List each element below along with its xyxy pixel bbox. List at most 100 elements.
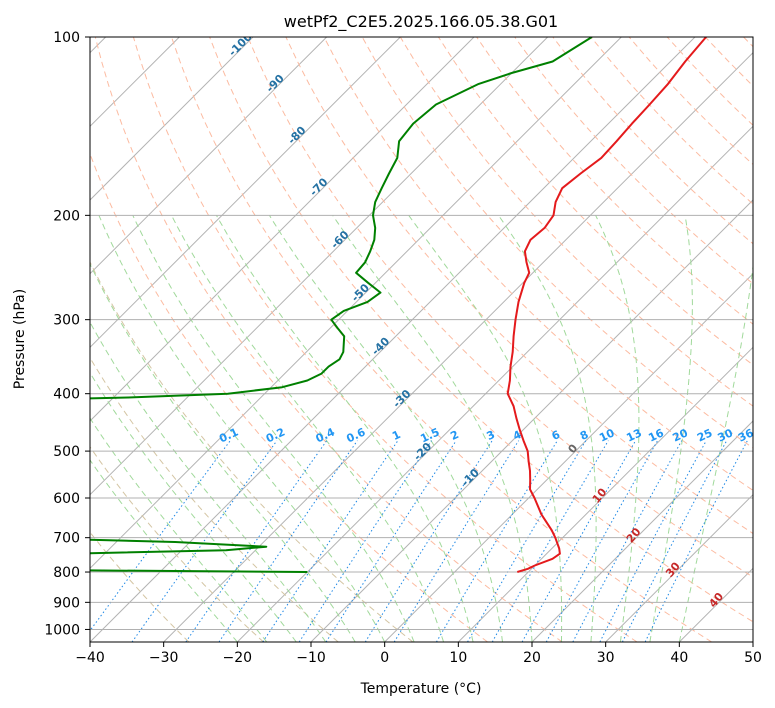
mixing-ratio-label: 30 [716, 426, 736, 444]
isotherm-line [90, 37, 696, 642]
dry-adiabat-line [437, 37, 753, 366]
y-tick-label: 700 [53, 531, 80, 547]
y-tick-label: 800 [53, 565, 80, 581]
dry-adiabat-line [704, 37, 753, 87]
mixing-ratio-label: 25 [695, 426, 714, 444]
isotherm-line [678, 567, 753, 642]
x-tick-label: 40 [670, 650, 688, 666]
isotherm-line [531, 420, 753, 642]
y-tick-label: 600 [53, 491, 80, 507]
mixing-ratio-line [545, 440, 659, 642]
isotherm-line [90, 37, 401, 349]
dry-adiabat-line [285, 37, 753, 535]
x-tick-label: −10 [296, 650, 326, 666]
isotherm-label: -10 [459, 466, 482, 489]
isotherm-label: -60 [328, 228, 351, 251]
dry-adiabat-lines [90, 37, 753, 642]
mixing-ratio-label: 3 [485, 428, 497, 443]
mixing-ratio-line [644, 440, 748, 642]
isotherm-lines [90, 37, 753, 642]
dry-adiabat-line [552, 37, 753, 245]
isotherm-line [605, 493, 753, 642]
isotherm-label: -40 [369, 334, 392, 357]
moist-adiabat-line [90, 371, 297, 642]
mixing-ratio-line [90, 440, 231, 632]
y-axis-label: Pressure (hPa) [12, 289, 28, 389]
x-tick-label: 50 [744, 650, 762, 666]
mixing-ratio-label: 6 [550, 428, 563, 443]
x-tick-label: 0 [380, 650, 389, 666]
mixing-ratio-label: 13 [624, 426, 643, 444]
y-tick-label: 200 [53, 208, 80, 224]
dewpoint-profile-line [90, 37, 593, 400]
moist-adiabat-label: 20 [624, 525, 644, 545]
y-tick-label: 500 [53, 444, 80, 460]
moist-adiabat-line [90, 417, 268, 642]
mixing-ratio-label: 8 [578, 428, 590, 443]
y-tick-label: 300 [53, 313, 80, 329]
dewpoint-profile-line [90, 569, 308, 573]
y-tick-label: 100 [53, 30, 80, 46]
mixing-ratio-line [467, 440, 587, 642]
plot-area: -100-90-80-70-60-50-40-30-20-100.1 0.2 0.4… [90, 30, 756, 642]
plot-frame [89, 36, 754, 643]
isotherm-line [384, 272, 753, 642]
moist-adiabat-line [408, 215, 563, 642]
x-tick-label: 20 [523, 650, 541, 666]
dry-adiabat-line [90, 152, 488, 642]
mixing-ratio-line [262, 440, 399, 642]
mixing-ratio-label: 36 [736, 426, 756, 444]
moist-adiabat-line [132, 215, 415, 642]
mixing-ratio-line [572, 440, 683, 642]
pressure-grid [90, 37, 753, 630]
moist-adiabat-label: 30 [663, 559, 683, 579]
dry-adiabat-line [94, 37, 563, 642]
dry-adiabat-line [743, 37, 753, 48]
moist-adiabat-line [268, 215, 503, 642]
dry-adiabat-line [476, 37, 753, 325]
moist-adiabat-line [678, 263, 753, 642]
isotherm-line [90, 37, 549, 496]
y-tick-label: 900 [53, 595, 80, 611]
moist-adiabat-line [595, 215, 640, 642]
dry-adiabat-line [666, 37, 753, 126]
mixing-ratio-label: 0.2 [264, 425, 287, 445]
moist-adiabat-line [215, 215, 474, 642]
moist-adiabat-label: 10 [590, 485, 610, 505]
x-tick-label: −40 [75, 650, 105, 666]
moist-adiabat-line [90, 459, 238, 642]
mixing-ratio-line [393, 440, 520, 642]
mixing-ratio-line [491, 440, 609, 642]
mixing-ratio-label: 10 [597, 426, 617, 444]
x-axis-label: Temperature (°C) [360, 681, 482, 697]
moist-adiabat-line [332, 215, 533, 642]
x-tick-label: −20 [223, 650, 253, 666]
chart-title: wetPf2_C2E5.2025.166.05.38.G01 [284, 12, 558, 32]
isotherm-label: -80 [285, 124, 308, 147]
isotherm-line [752, 641, 753, 642]
moist-adiabat-line [90, 262, 356, 642]
moist-adiabat-label: 0 [565, 441, 580, 455]
mixing-ratio-label: 16 [646, 426, 666, 444]
moist-adiabat-line [171, 215, 445, 642]
moist-adiabat-line [649, 215, 693, 642]
isotherm-line [236, 125, 753, 642]
mixing-ratio-label: 0.1 [217, 425, 240, 445]
mixing-ratio-label: 0.4 [314, 425, 337, 445]
dry-adiabat-line [247, 37, 753, 578]
moist-adiabat-line [90, 321, 327, 642]
moist-adiabat-label: 40 [706, 590, 726, 610]
mixing-ratio-line [599, 440, 707, 642]
x-axis: −40 −30 −20 −10 0 10 20 30 40 50 [75, 642, 762, 666]
mixing-ratio-line [435, 440, 558, 642]
temperature-profile-line [506, 37, 707, 573]
isotherm-line [457, 346, 753, 642]
y-tick-label: 400 [53, 387, 80, 403]
dry-adiabat-line [90, 260, 414, 642]
moist-adiabat-lines [90, 215, 753, 642]
mixing-ratio-lines [90, 440, 748, 642]
isotherm-label: -90 [264, 72, 287, 95]
isotherm-label: -100 [226, 30, 255, 59]
mixing-ratio-line [131, 440, 278, 642]
